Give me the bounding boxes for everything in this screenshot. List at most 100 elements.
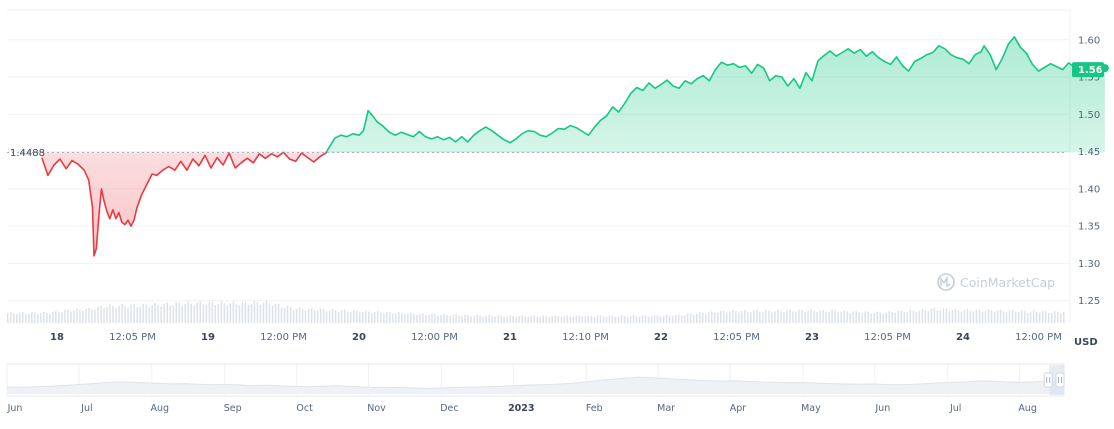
volume-bar	[265, 300, 268, 323]
volume-bar	[386, 312, 388, 323]
area-below-reference	[41, 152, 1105, 256]
volume-bar	[142, 303, 144, 323]
volume-bar	[238, 305, 241, 323]
volume-bar	[482, 316, 484, 323]
volume-bar	[127, 307, 129, 323]
y-tick-label: 1.60	[1078, 35, 1100, 46]
volume-bar	[247, 304, 250, 323]
volume-bar	[521, 315, 523, 323]
volume-bar	[650, 316, 653, 323]
volume-bar	[109, 304, 111, 323]
volume-bar	[686, 313, 689, 323]
volume-bar	[891, 312, 893, 323]
volume-bar	[440, 315, 442, 323]
price-line-down	[41, 152, 328, 257]
volume-bar	[714, 312, 716, 323]
volume-bar	[398, 312, 400, 323]
volume-bar	[849, 312, 851, 323]
volume-bar	[184, 304, 186, 323]
volume-bar	[843, 310, 845, 323]
navigator-handle-left[interactable]	[1043, 372, 1053, 388]
x-tick-label: 24	[956, 332, 970, 343]
volume-bar	[298, 307, 301, 323]
volume-bar	[43, 312, 45, 323]
navigator-label: 2023	[508, 403, 534, 414]
volume-bar	[350, 312, 352, 323]
volume-bar	[957, 310, 960, 323]
volume-bar	[446, 315, 448, 323]
volume-bar	[674, 314, 677, 323]
volume-bar	[732, 309, 734, 323]
volume-bar	[443, 314, 445, 323]
volume-bar	[91, 309, 93, 323]
volume-bar	[993, 312, 996, 323]
volume-bar	[497, 315, 499, 323]
volume-bar	[1057, 311, 1059, 323]
volume-bar	[629, 316, 632, 323]
volume-bar	[115, 308, 117, 323]
volume-bar	[365, 310, 367, 323]
volume-bar	[22, 312, 24, 323]
x-tick-label: 12:05 PM	[109, 332, 156, 343]
volume-bar	[822, 309, 824, 323]
volume-bar	[903, 312, 905, 323]
volume-bar	[244, 301, 247, 323]
volume-bar	[771, 312, 773, 323]
volume-bar	[1054, 311, 1056, 323]
volume-bar	[494, 316, 496, 323]
navigator-line	[6, 376, 1065, 389]
volume-bar	[542, 315, 544, 323]
volume-bar	[1029, 311, 1032, 323]
price-line-up	[228, 36, 1106, 153]
y-tick-label: 1.50	[1078, 110, 1100, 121]
volume-bar	[79, 309, 81, 323]
volume-bar	[626, 316, 629, 323]
volume-bar	[671, 316, 674, 323]
current-price-label: 1.56	[1078, 65, 1103, 76]
volume-bar	[876, 311, 878, 323]
volume-bar	[930, 309, 933, 323]
area-above-reference	[283, 36, 1105, 153]
volume-bar	[157, 305, 159, 323]
volume-bar	[112, 305, 114, 323]
volume-bar	[705, 313, 707, 323]
volume-bar	[271, 305, 274, 323]
currency-unit: USD	[1074, 337, 1098, 348]
volume-bar	[960, 311, 963, 323]
navigator-handle-right[interactable]	[1055, 372, 1065, 388]
navigator-label: Jun	[7, 403, 23, 414]
volume-bar	[259, 304, 262, 323]
volume-bar	[356, 310, 358, 323]
volume-bar	[37, 314, 39, 323]
volume-bar	[205, 304, 208, 323]
volume-bar	[921, 308, 924, 323]
range-navigator[interactable]: Jun Jul Aug Sep Oct Nov Dec 2023 Feb Mar Apr May Jun…	[6, 363, 1065, 414]
volume-bar	[340, 310, 343, 323]
volume-bar	[909, 309, 912, 323]
volume-bar	[795, 311, 797, 323]
x-tick-label: 20	[352, 332, 366, 343]
volume-bar	[617, 316, 620, 323]
volume-bar	[1008, 310, 1011, 323]
volume-bar	[337, 311, 340, 323]
volume-bar	[798, 309, 800, 323]
volume-bar	[620, 315, 623, 323]
current-price-badge: 1.56	[1072, 62, 1104, 78]
volume-bar	[662, 315, 665, 323]
volume-bar	[759, 312, 761, 323]
volume-bar	[611, 315, 614, 323]
volume-bar	[458, 315, 460, 323]
volume-bar	[512, 315, 514, 323]
volume-bar	[16, 314, 18, 323]
volume-bar	[94, 309, 96, 323]
volume-bar	[554, 315, 557, 323]
volume-bar	[67, 309, 69, 323]
volume-bar	[40, 313, 42, 323]
volume-bar	[885, 312, 887, 323]
volume-bar	[1041, 311, 1044, 323]
volume-bar	[479, 315, 481, 323]
volume-bar	[97, 306, 99, 323]
volume-bar	[374, 312, 376, 323]
volume-bar	[1017, 311, 1020, 323]
volume-bar	[936, 310, 939, 323]
